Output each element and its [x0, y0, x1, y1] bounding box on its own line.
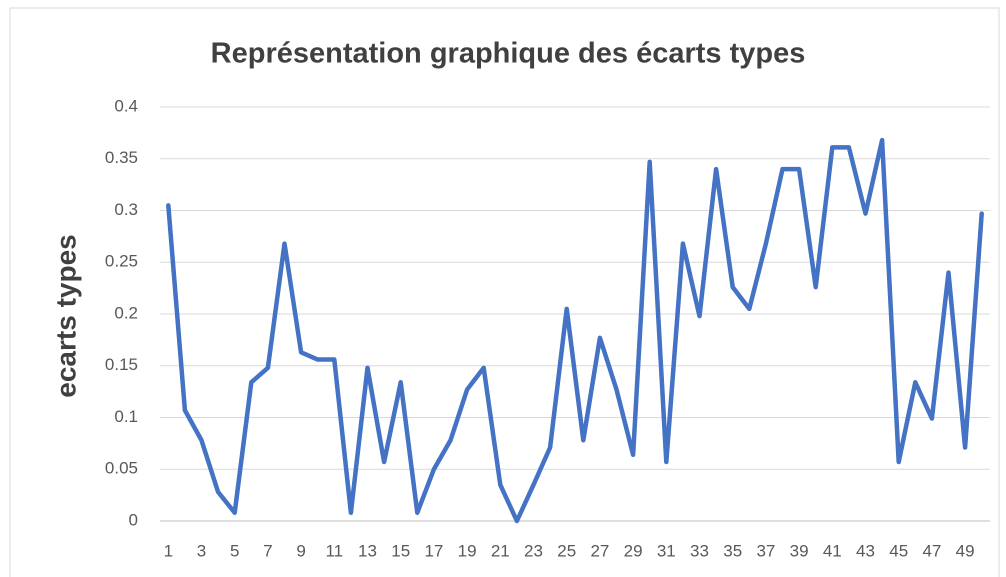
x-tick-label: 27: [590, 541, 609, 560]
y-tick-label: 0.4: [114, 96, 138, 115]
x-tick-label: 5: [230, 541, 239, 560]
x-tick-label: 7: [263, 541, 272, 560]
x-tick-label: 41: [823, 541, 842, 560]
x-tick-label: 49: [956, 541, 975, 560]
x-tick-label: 17: [424, 541, 443, 560]
y-axis-label: ecarts types: [50, 234, 81, 397]
data-line: [166, 137, 984, 524]
y-tick-label: 0.25: [105, 252, 138, 271]
chart-title: Représentation graphique des écarts type…: [211, 38, 806, 70]
x-tick-label: 47: [922, 541, 941, 560]
x-tick-label: 11: [325, 541, 343, 560]
x-tick-label: 31: [657, 541, 676, 560]
y-tick-label: 0.15: [105, 355, 138, 374]
x-tick-label: 19: [458, 541, 477, 560]
y-tick-label: 0: [129, 510, 138, 529]
y-tick-label: 0.35: [105, 148, 138, 167]
x-tick-label: 45: [889, 541, 908, 560]
y-tick-label: 0.05: [105, 459, 138, 478]
x-tick-label: 35: [723, 541, 742, 560]
y-tick-label: 0.1: [114, 407, 138, 426]
x-tick-label: 29: [624, 541, 643, 560]
x-tick-label: 23: [524, 541, 543, 560]
x-tick-label: 1: [164, 541, 173, 560]
x-tick-label: 37: [756, 541, 775, 560]
x-tick-label: 9: [296, 541, 305, 560]
x-tick-label: 33: [690, 541, 709, 560]
x-tick-label: 39: [790, 541, 809, 560]
y-tick-label: 0.2: [114, 303, 138, 322]
x-tick-label: 13: [358, 541, 377, 560]
x-tick-label: 25: [557, 541, 576, 560]
x-tick-label: 3: [197, 541, 206, 560]
x-tick-label: 21: [491, 541, 510, 560]
x-tick-label: 15: [391, 541, 410, 560]
x-tick-label: 43: [856, 541, 875, 560]
y-tick-label: 0.3: [114, 200, 138, 219]
